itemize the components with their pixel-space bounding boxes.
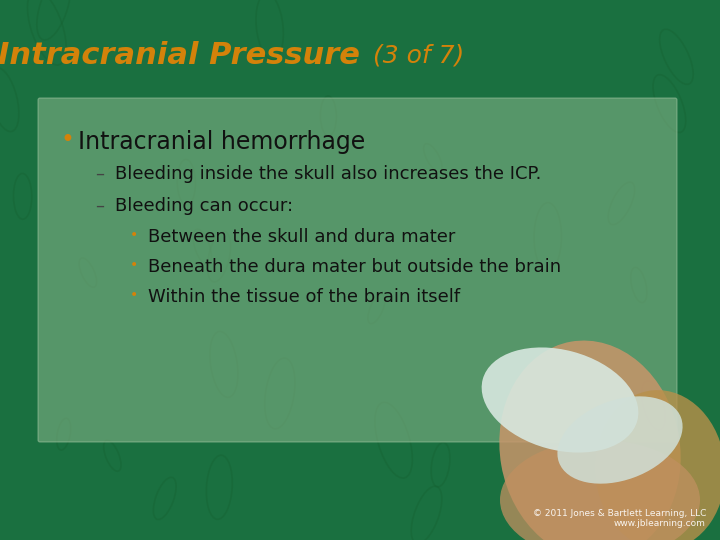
Text: •: •	[130, 228, 138, 242]
Text: (3 of 7): (3 of 7)	[365, 43, 464, 67]
Text: Bleeding inside the skull also increases the ICP.: Bleeding inside the skull also increases…	[115, 165, 541, 183]
Text: www.jblearning.com: www.jblearning.com	[614, 519, 706, 528]
Text: Beneath the dura mater but outside the brain: Beneath the dura mater but outside the b…	[148, 258, 561, 276]
Text: –: –	[95, 165, 104, 183]
Ellipse shape	[500, 341, 680, 540]
Text: Intracranial hemorrhage: Intracranial hemorrhage	[78, 130, 365, 154]
Text: –: –	[95, 197, 104, 215]
Text: Within the tissue of the brain itself: Within the tissue of the brain itself	[148, 288, 460, 306]
Ellipse shape	[595, 390, 720, 540]
Text: © 2011 Jones & Bartlett Learning, LLC: © 2011 Jones & Bartlett Learning, LLC	[533, 509, 706, 518]
Ellipse shape	[557, 396, 683, 484]
Ellipse shape	[500, 440, 700, 540]
FancyBboxPatch shape	[38, 98, 677, 442]
Ellipse shape	[482, 347, 639, 453]
Text: •: •	[130, 288, 138, 302]
Text: •: •	[130, 258, 138, 272]
Text: Between the skull and dura mater: Between the skull and dura mater	[148, 228, 455, 246]
Text: Bleeding can occur:: Bleeding can occur:	[115, 197, 293, 215]
Text: Intracranial Pressure: Intracranial Pressure	[0, 40, 360, 70]
Text: •: •	[60, 128, 74, 152]
